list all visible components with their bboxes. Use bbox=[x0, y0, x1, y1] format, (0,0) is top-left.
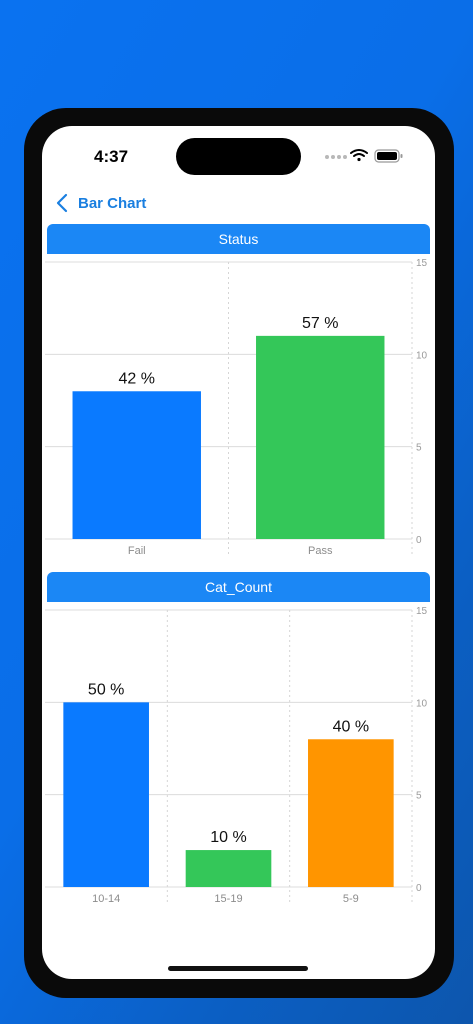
bar-value-label: 50 % bbox=[88, 681, 124, 698]
nav-title: Bar Chart bbox=[78, 194, 147, 212]
bar-10-14[interactable] bbox=[63, 702, 149, 887]
cat-count-chart-header: Cat_Count bbox=[47, 572, 430, 602]
category-label: Pass bbox=[308, 545, 333, 557]
bar-value-label: 10 % bbox=[210, 829, 246, 846]
bar-15-19[interactable] bbox=[185, 850, 272, 887]
app-screen: 4:37 Bar Chart Status 0 5 10 15 42 % Fail 57 %… bbox=[42, 126, 435, 979]
status-bar-chart: 0 5 10 15 42 % Fail 57 % Pass bbox=[45, 258, 428, 557]
cellular-signal-icon bbox=[325, 155, 347, 159]
category-label: 10-14 bbox=[92, 893, 120, 905]
y-tick-label: 10 bbox=[416, 698, 428, 709]
cat-count-bar-chart: 0 5 10 15 50 % 10-14 10 % 15-19 40 % 5-9 bbox=[45, 606, 428, 905]
bar-Fail[interactable] bbox=[72, 391, 201, 539]
bar-value-label: 42 % bbox=[119, 370, 155, 387]
y-tick-label: 5 bbox=[416, 443, 422, 454]
category-label: 15-19 bbox=[214, 893, 242, 905]
y-tick-label: 10 bbox=[416, 350, 428, 361]
dynamic-island bbox=[176, 138, 301, 175]
status-time: 4:37 bbox=[94, 147, 129, 166]
y-tick-label: 15 bbox=[416, 258, 428, 269]
chevron-left-icon bbox=[56, 193, 68, 213]
wifi-icon bbox=[350, 149, 368, 162]
bar-5-9[interactable] bbox=[308, 739, 394, 887]
bar-value-label: 40 % bbox=[333, 718, 369, 735]
y-tick-label: 0 bbox=[416, 535, 422, 546]
back-button[interactable]: Bar Chart bbox=[56, 190, 146, 216]
y-tick-label: 5 bbox=[416, 791, 422, 802]
status-chart-header: Status bbox=[47, 224, 430, 254]
category-label: 5-9 bbox=[343, 893, 359, 905]
bar-Pass[interactable] bbox=[256, 335, 385, 539]
home-indicator bbox=[168, 966, 308, 971]
y-tick-label: 0 bbox=[416, 883, 422, 894]
battery-icon bbox=[374, 149, 403, 163]
category-label: Fail bbox=[128, 545, 146, 557]
bar-value-label: 57 % bbox=[302, 315, 338, 332]
y-tick-label: 15 bbox=[416, 606, 428, 617]
status-icons bbox=[325, 149, 403, 163]
